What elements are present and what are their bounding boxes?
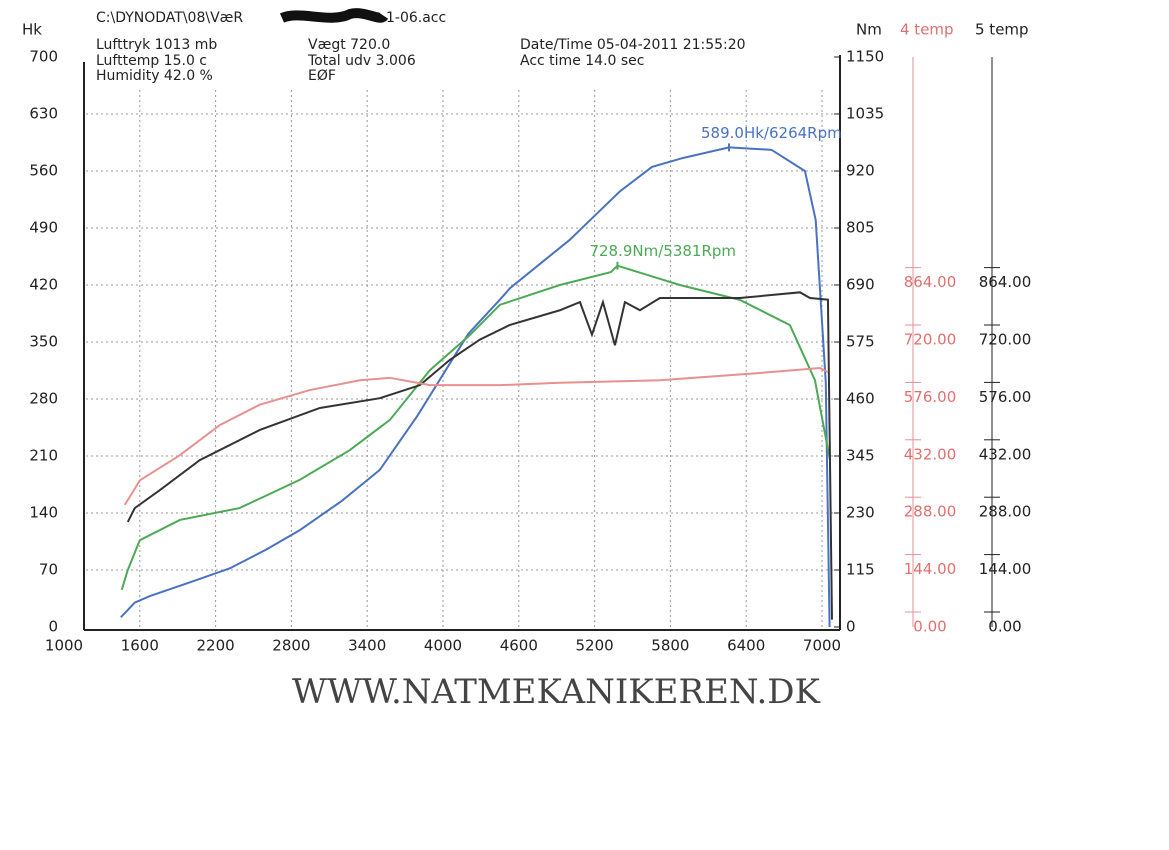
y2-tick-label: 460 <box>846 390 875 408</box>
y2-tick-label: 345 <box>846 447 875 465</box>
y2-tick-label: 920 <box>846 162 875 180</box>
info: Lufttryk 1013 mb <box>96 37 217 53</box>
x-tick-label: 1000 <box>45 637 83 655</box>
temp5-tick-label: 720.00 <box>979 331 1032 349</box>
redaction <box>279 8 389 23</box>
y-tick-label: 210 <box>29 447 58 465</box>
y2-label: Nm <box>856 21 882 39</box>
temp4-label: 4 temp <box>900 21 954 39</box>
y-tick-label: 70 <box>39 561 58 579</box>
temp5-tick-label: 0.00 <box>988 618 1021 636</box>
x-tick-label: 4000 <box>424 637 462 655</box>
x-tick-label: 6400 <box>727 637 765 655</box>
x-tick-label: 2200 <box>197 637 235 655</box>
series-line <box>126 291 833 620</box>
x-tick-label: 3400 <box>348 637 386 655</box>
y2-tick-label: 805 <box>846 219 875 237</box>
y2-tick-label: 1035 <box>846 105 884 123</box>
info: Vægt 720.0 <box>308 37 390 53</box>
info: Date/Time 05-04-2011 21:55:20 <box>520 37 746 53</box>
y-tick-label: 280 <box>29 390 58 408</box>
info: Total udv 3.006 <box>307 53 416 69</box>
x-tick-label: 2800 <box>272 637 310 655</box>
y-tick-label: 630 <box>29 105 58 123</box>
y-label: Hk <box>22 21 42 39</box>
y-tick-label: 140 <box>29 504 58 522</box>
temp4-tick-label: 432.00 <box>904 445 957 463</box>
series-line <box>123 367 829 506</box>
info: Lufttemp 15.0 c <box>96 53 207 69</box>
temp5-tick-label: 288.00 <box>979 503 1032 521</box>
temp5-tick-label: 864.00 <box>979 273 1032 291</box>
temp5-tick-label: 576.00 <box>979 388 1032 406</box>
temp4-tick-label: 720.00 <box>904 331 957 349</box>
y2-tick-label: 115 <box>846 561 875 579</box>
temp4-tick-label: 144.00 <box>904 560 957 578</box>
info: Humidity 42.0 % <box>96 68 213 84</box>
footer: WWW.NATMEKANIKEREN.DK <box>292 672 820 712</box>
x-tick-label: 5800 <box>651 637 689 655</box>
temp5-label: 5 temp <box>975 21 1029 39</box>
annotation: 589.0Hk/6264Rpm <box>701 124 842 142</box>
file-path: C:\DYNODAT\08\VæR <box>96 10 243 26</box>
temp4-tick-label: 0.00 <box>913 618 946 636</box>
y-tick-label: 420 <box>29 276 58 294</box>
temp4-tick-label: 288.00 <box>904 503 957 521</box>
y-tick-label: 350 <box>29 333 58 351</box>
temp4-tick-label: 576.00 <box>904 388 957 406</box>
info: EØF <box>308 68 336 84</box>
y2-tick-label: 690 <box>846 276 875 294</box>
x-tick-label: 1600 <box>121 637 159 655</box>
series-line <box>120 264 831 591</box>
y-tick-label: 700 <box>29 48 58 66</box>
temp4-tick-label: 864.00 <box>904 273 957 291</box>
y2-tick-label: 575 <box>846 333 875 351</box>
x-tick-label: 7000 <box>803 637 841 655</box>
series-line <box>120 146 831 628</box>
annotation: 728.9Nm/5381Rpm <box>589 242 736 260</box>
info: Acc time 14.0 sec <box>520 53 644 69</box>
y-tick-label: 0 <box>48 618 58 636</box>
temp5-tick-label: 144.00 <box>979 560 1032 578</box>
y-tick-label: 560 <box>29 162 58 180</box>
x-tick-label: 5200 <box>576 637 614 655</box>
temp5-tick-label: 432.00 <box>979 445 1032 463</box>
y-tick-label: 490 <box>29 219 58 237</box>
y2-tick-label: 230 <box>846 504 875 522</box>
file-suffix: 1-06.acc <box>386 10 446 26</box>
y2-tick-label: 0 <box>846 618 856 636</box>
y2-tick-label: 1150 <box>846 48 884 66</box>
x-tick-label: 4600 <box>500 637 538 655</box>
